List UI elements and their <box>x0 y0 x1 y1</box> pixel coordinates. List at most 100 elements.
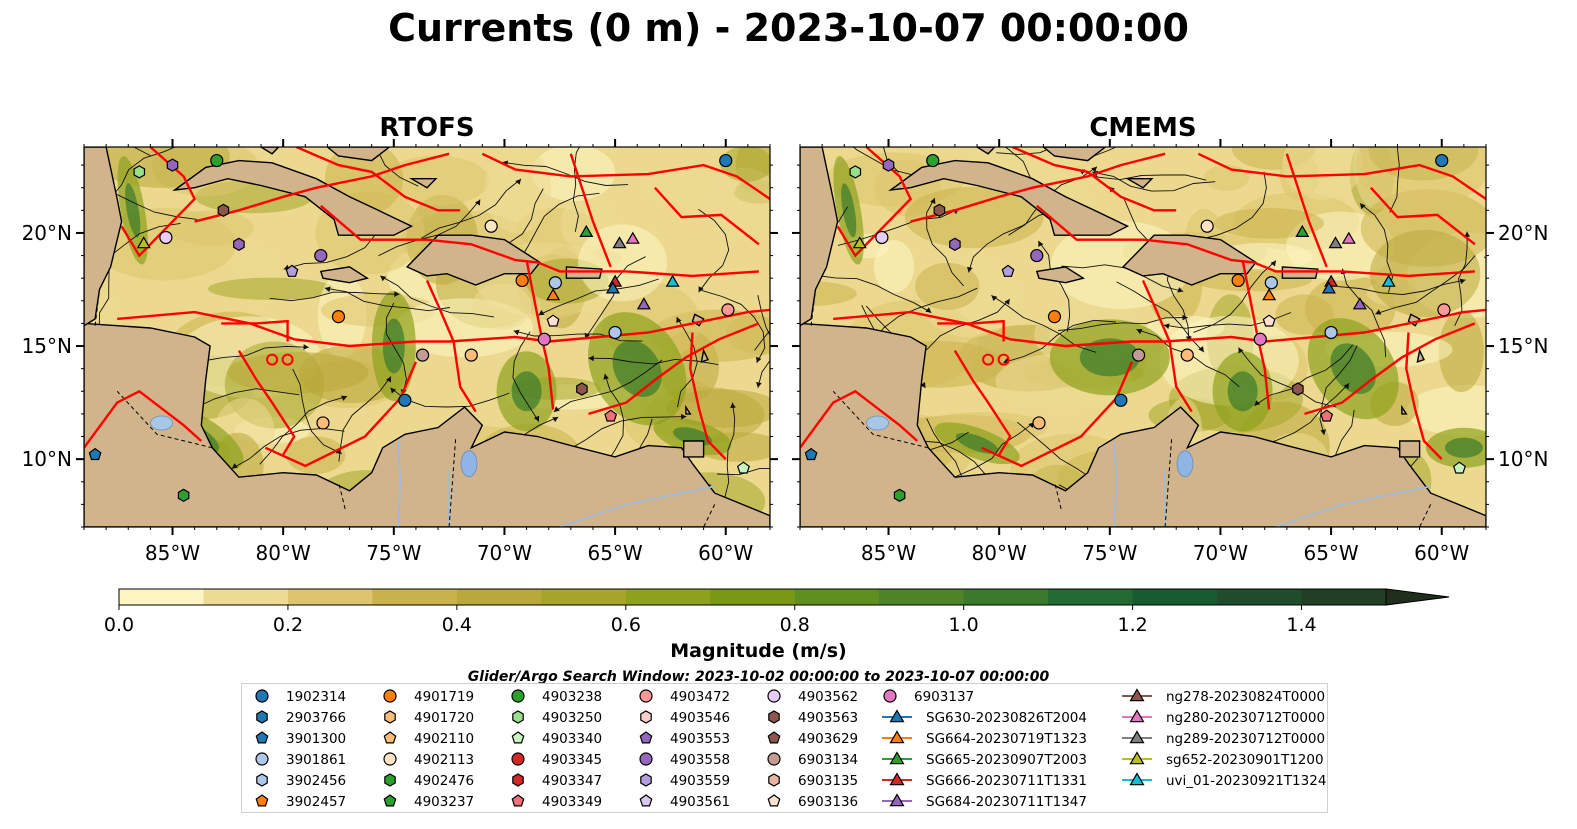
streamline-arrow <box>1270 260 1276 267</box>
observation-marker <box>1131 348 1146 362</box>
boundary-line <box>800 389 919 449</box>
legend-entry: 4903546 <box>640 710 730 726</box>
streamline <box>754 329 770 351</box>
streamline-arrow <box>515 179 521 185</box>
land <box>326 147 391 162</box>
streamline-arrow <box>1254 400 1261 406</box>
legend-entry: 4902113 <box>383 752 474 768</box>
observation-marker <box>625 231 640 244</box>
current-jet-core <box>511 371 542 412</box>
streamline <box>1253 382 1350 446</box>
legend-entry: 4901719 <box>383 689 474 705</box>
legend-marker <box>640 773 652 787</box>
legend-marker <box>889 793 905 807</box>
legend-label: 4903562 <box>798 689 858 705</box>
legend-marker <box>767 689 781 703</box>
legend-entry: sg652-20230901T1200 <box>1122 751 1324 768</box>
colorbar-extend-arrow <box>1385 588 1450 606</box>
legend-marker <box>256 710 268 724</box>
colorbar-bin <box>1301 589 1387 605</box>
speed-patch <box>578 224 667 302</box>
observation-marker <box>1264 276 1278 290</box>
streamline <box>1389 147 1400 213</box>
streamline-arrow <box>552 417 559 423</box>
observation-marker <box>1341 231 1356 244</box>
legend-marker <box>767 794 781 807</box>
legend-label: 4901719 <box>414 689 474 705</box>
land <box>683 440 705 458</box>
streamline-arrow <box>1360 203 1366 210</box>
legend-marker <box>768 773 780 787</box>
map-rtofs: 85°W 80°W 75°W 70°W 65°W 60°W 10°N 15°N 20°N <box>22 74 778 565</box>
legend-entry: 4903237 <box>383 794 474 810</box>
legend-entry: 4903238 <box>511 689 602 705</box>
observation-marker <box>398 393 412 407</box>
legend-entry: 2903766 <box>256 710 346 726</box>
streamline <box>926 197 965 287</box>
streamline <box>1483 256 1486 259</box>
colorbar-bin <box>203 589 289 605</box>
legend-label: 4903250 <box>542 710 602 726</box>
streamline <box>882 147 900 173</box>
boundary-line <box>1304 322 1476 416</box>
speed-patch <box>168 210 254 246</box>
country-border <box>448 436 457 527</box>
legend-marker <box>384 710 396 724</box>
streamline-arrow <box>1238 347 1244 354</box>
legend-label: 4903349 <box>542 794 602 810</box>
panel-title-right: CMEMS <box>1089 113 1197 143</box>
colorbar-tick-label: 0.6 <box>611 614 641 636</box>
lon-tick-label: 80°W <box>972 541 1027 565</box>
streamline-arrow <box>930 198 936 204</box>
streamline-arrow <box>1320 429 1326 435</box>
land <box>84 147 123 327</box>
lon-tick-label: 75°W <box>1082 541 1137 565</box>
streamline-arrow <box>1038 240 1044 247</box>
streamline-arrow <box>231 463 238 469</box>
streamline <box>385 302 407 396</box>
legend-label: sg652-20230901T1200 <box>1166 752 1324 768</box>
streamline-arrow <box>98 74 103 80</box>
observation-marker <box>926 153 940 168</box>
legend-label: 4902476 <box>414 773 474 789</box>
colorbar-bin <box>1217 589 1303 605</box>
streamline <box>512 331 540 422</box>
streamline <box>84 150 96 156</box>
legend-marker <box>883 689 897 703</box>
legend-entry: 4903562 <box>767 689 858 705</box>
boundary-line <box>1141 280 1193 413</box>
legend-label: 3902456 <box>286 773 346 789</box>
legend-label: 6903137 <box>914 689 974 705</box>
streamline <box>724 402 736 498</box>
legend-entry: 3902457 <box>255 794 346 810</box>
streamline <box>1058 317 1188 331</box>
land <box>319 266 370 284</box>
streamline <box>584 256 646 339</box>
legend-marker <box>639 689 653 703</box>
observation-marker <box>88 447 102 461</box>
colorbar-bin <box>119 589 204 605</box>
boundary-line <box>295 147 461 212</box>
lat-tick-label: 20°N <box>1498 221 1548 245</box>
streamline <box>109 147 177 199</box>
legend-marker <box>383 689 397 703</box>
legend-entry: 4903629 <box>767 731 858 747</box>
legend-label: 4903238 <box>542 689 602 705</box>
observation-marker <box>852 236 867 249</box>
country-border <box>116 390 213 449</box>
streamline <box>568 416 687 451</box>
legend-marker <box>255 689 269 703</box>
colorbar-tick-label: 0.2 <box>273 614 303 636</box>
legend-marker <box>889 730 905 744</box>
land <box>1416 348 1425 363</box>
observation-marker <box>933 203 946 217</box>
streamline-arrow <box>380 275 387 282</box>
streamline <box>1091 147 1117 158</box>
legend-label: 6903136 <box>798 794 858 810</box>
observation-marker <box>1032 416 1046 430</box>
current-jet-core <box>125 183 141 238</box>
observation-marker <box>1321 281 1336 294</box>
observation-marker <box>1262 314 1276 327</box>
legend-marker <box>767 752 781 766</box>
legend-entry: 3901861 <box>255 752 346 768</box>
